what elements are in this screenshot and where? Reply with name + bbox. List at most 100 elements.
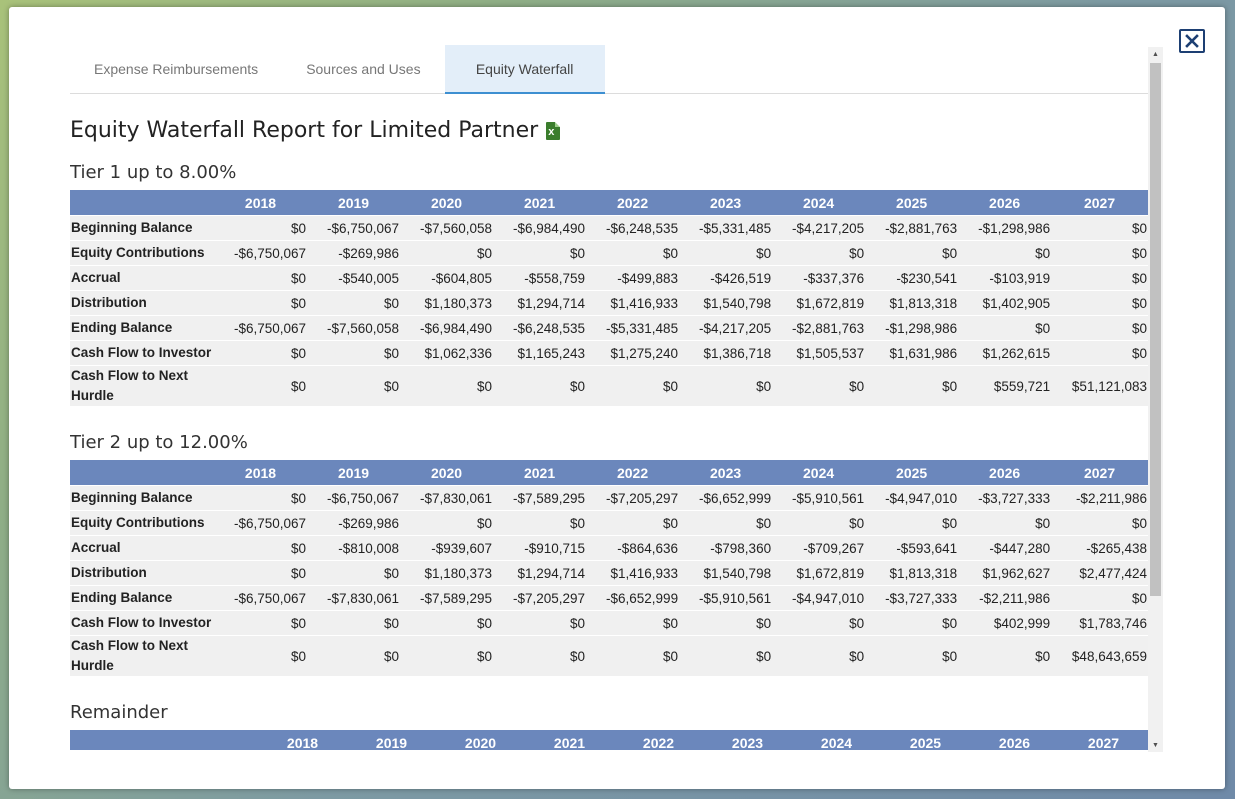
year-header: 2022	[586, 460, 680, 486]
value-cell: $0	[307, 635, 401, 676]
value-cell: -$5,331,485	[586, 315, 680, 341]
value-cell: $0	[400, 510, 494, 536]
table-row: Cash Flow to Next Hurdle $0 $0 $0 $0 $0 $0 $0 $0…	[70, 635, 1148, 676]
year-header: 2020	[400, 460, 494, 486]
value-cell: -$6,750,067	[214, 585, 308, 611]
row-label: Ending Balance	[70, 585, 214, 611]
row-label: Beginning Balance	[70, 485, 214, 511]
scrollbar-thumb[interactable]	[1150, 63, 1161, 596]
value-cell: $0	[307, 290, 401, 316]
value-cell: -$265,438	[1051, 535, 1148, 561]
value-cell: $0	[958, 315, 1052, 341]
value-cell: $0	[307, 560, 401, 586]
row-label: Accrual	[70, 265, 214, 291]
row-label: Distribution	[70, 290, 214, 316]
value-cell: $0	[865, 510, 959, 536]
excel-export-icon[interactable]: x	[546, 121, 561, 140]
value-cell: $0	[493, 635, 587, 676]
year-header: 2018	[214, 460, 308, 486]
value-cell: -$6,750,067	[307, 485, 401, 511]
close-icon	[1185, 34, 1199, 48]
value-cell: $0	[772, 365, 866, 406]
value-cell: -$499,883	[586, 265, 680, 291]
year-header: 2025	[865, 460, 959, 486]
value-cell: $0	[679, 365, 773, 406]
value-cell: $1,262,615	[958, 340, 1052, 366]
value-cell: -$864,636	[586, 535, 680, 561]
header-label-cell	[70, 190, 214, 216]
value-cell: -$269,986	[307, 240, 401, 266]
value-cell: -$426,519	[679, 265, 773, 291]
value-cell: $0	[214, 635, 308, 676]
value-cell: -$7,560,058	[400, 215, 494, 241]
value-cell: $0	[586, 610, 680, 636]
table-row: Cash Flow to Investor $0 $0 $1,062,336 $1,16…	[70, 340, 1148, 366]
value-cell: $0	[679, 240, 773, 266]
year-header: 2024	[772, 190, 866, 216]
value-cell: $1,402,905	[958, 290, 1052, 316]
value-cell: -$230,541	[865, 265, 959, 291]
tab-bar: Expense Reimbursements Sources and Uses …	[70, 45, 1148, 94]
row-label: Cash Flow to Investor	[70, 340, 214, 366]
value-cell: $0	[307, 340, 401, 366]
close-button[interactable]	[1179, 29, 1205, 53]
table-row: Equity Contributions -$6,750,067 -$269,986…	[70, 510, 1148, 536]
value-cell: -$2,211,986	[1051, 485, 1148, 511]
scroll-down-arrow-icon[interactable]: ▼	[1152, 741, 1159, 749]
value-cell: -$6,750,067	[214, 510, 308, 536]
value-cell: -$4,217,205	[772, 215, 866, 241]
value-cell: $0	[958, 510, 1052, 536]
value-cell: -$910,715	[493, 535, 587, 561]
value-cell: -$604,805	[400, 265, 494, 291]
table-row: Beginning Balance $0 -$6,750,067 -$7,560,05…	[70, 215, 1148, 241]
tab-expense-reimbursements[interactable]: Expense Reimbursements	[94, 60, 259, 77]
value-cell: $0	[679, 635, 773, 676]
value-cell: $0	[1051, 315, 1148, 341]
value-cell: -$7,830,061	[307, 585, 401, 611]
value-cell: $1,180,373	[400, 290, 494, 316]
value-cell: $0	[958, 635, 1052, 676]
value-cell: $0	[214, 610, 308, 636]
year-header: 2027	[1051, 190, 1148, 216]
table-row: Ending Balance -$6,750,067 -$7,560,058 -$6,…	[70, 315, 1148, 341]
year-header: 2018	[258, 730, 347, 750]
value-cell: $402,999	[958, 610, 1052, 636]
value-cell: -$447,280	[958, 535, 1052, 561]
value-cell: -$7,205,297	[493, 585, 587, 611]
scroll-up-arrow-icon[interactable]: ▲	[1152, 50, 1159, 58]
value-cell: $0	[214, 265, 308, 291]
value-cell: -$939,607	[400, 535, 494, 561]
vertical-scrollbar[interactable]: ▲ ▼	[1148, 47, 1163, 752]
tab-sources-and-uses[interactable]: Sources and Uses	[306, 60, 421, 77]
row-label: Ending Balance	[70, 315, 214, 341]
value-cell: -$6,750,067	[307, 215, 401, 241]
value-cell: $1,813,318	[865, 560, 959, 586]
value-cell: $0	[1051, 340, 1148, 366]
value-cell: -$269,986	[307, 510, 401, 536]
table-row: Accrual $0 -$540,005 -$604,805 -$558,759 -$49…	[70, 265, 1148, 291]
value-cell: $0	[772, 510, 866, 536]
year-header: 2027	[1051, 460, 1148, 486]
remainder-title: Remainder	[70, 702, 168, 723]
year-header: 2027	[1059, 730, 1148, 750]
page-title: Equity Waterfall Report for Limited Part…	[70, 118, 561, 143]
value-cell: $1,540,798	[679, 560, 773, 586]
value-cell: $0	[772, 610, 866, 636]
value-cell: $1,505,537	[772, 340, 866, 366]
value-cell: $1,962,627	[958, 560, 1052, 586]
value-cell: $0	[493, 365, 587, 406]
value-cell: $1,416,933	[586, 290, 680, 316]
year-header: 2021	[525, 730, 614, 750]
value-cell: $0	[679, 510, 773, 536]
value-cell: -$7,205,297	[586, 485, 680, 511]
value-cell: $0	[493, 510, 587, 536]
value-cell: -$6,750,067	[214, 315, 308, 341]
year-header: 2024	[792, 730, 881, 750]
value-cell: $0	[307, 610, 401, 636]
year-header: 2020	[400, 190, 494, 216]
value-cell: -$7,560,058	[307, 315, 401, 341]
row-label: Cash Flow to Next Hurdle	[70, 635, 214, 676]
value-cell: $0	[1051, 215, 1148, 241]
tab-equity-waterfall[interactable]: Equity Waterfall	[444, 45, 605, 94]
value-cell: -$4,947,010	[772, 585, 866, 611]
